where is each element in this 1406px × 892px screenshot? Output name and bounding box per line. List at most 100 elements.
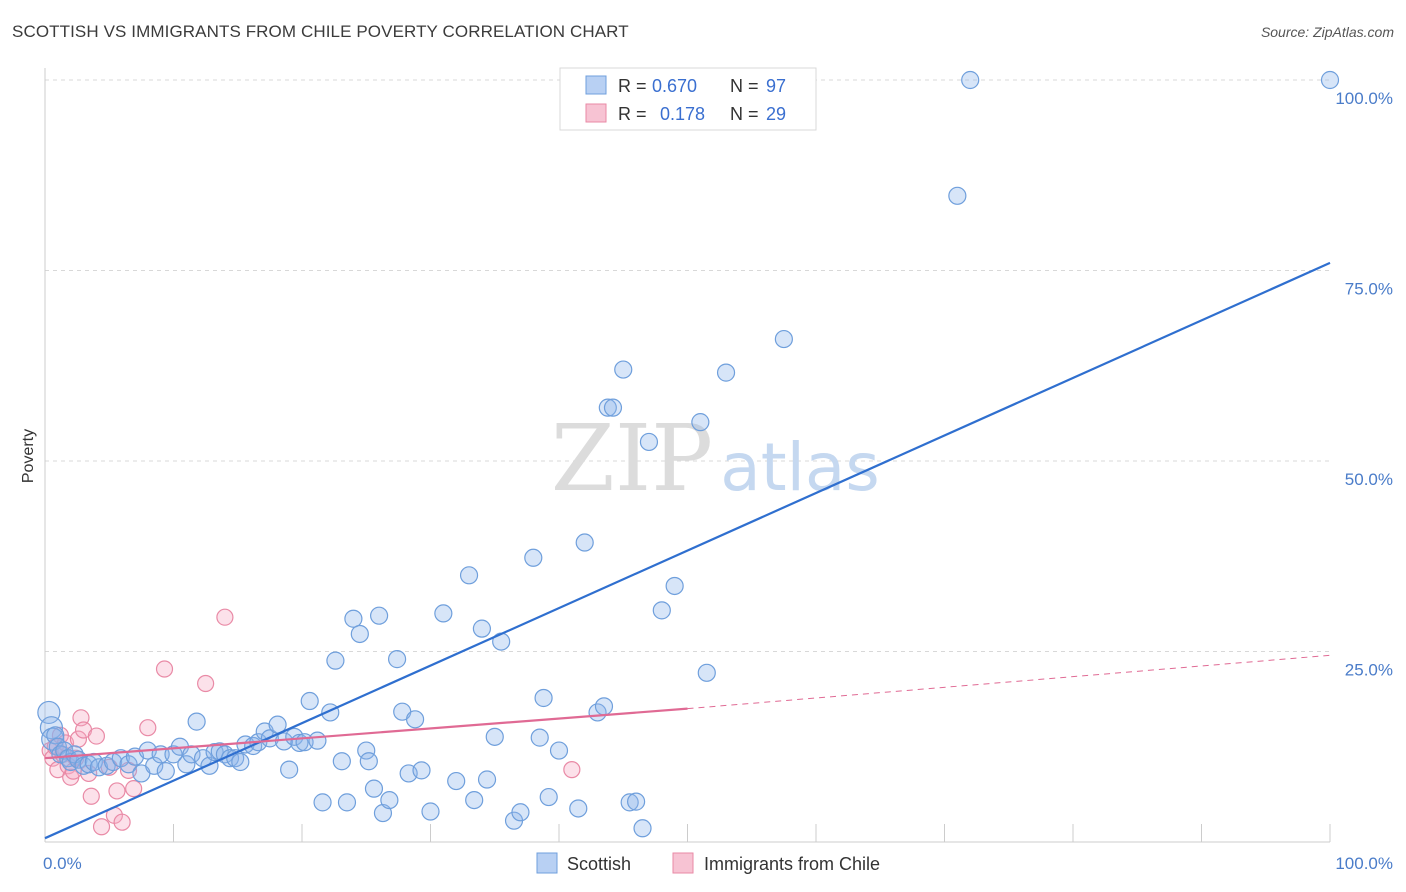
legend-r-label-scottish: R = xyxy=(618,76,647,96)
scottish-point-68 xyxy=(412,761,431,780)
scottish-point-102 xyxy=(614,360,633,379)
scottish-point-27 xyxy=(177,755,196,774)
scottish-point-29 xyxy=(187,712,206,731)
source-label: Source: ZipAtlas.com xyxy=(1260,24,1394,40)
scottish-point-24 xyxy=(156,762,175,781)
scottish-point-83 xyxy=(539,787,558,807)
legend-n-value-scottish: 97 xyxy=(766,76,786,96)
scottish-point-56 xyxy=(344,609,363,628)
legend-r-value-scottish: 0.670 xyxy=(652,76,697,96)
scottish-point-93 xyxy=(652,601,671,620)
scottish-point-54 xyxy=(332,752,351,771)
scottish-point-3 xyxy=(46,726,65,745)
scottish-point-89 xyxy=(620,793,639,812)
chile-point-16 xyxy=(87,727,106,745)
scottish-point-50 xyxy=(308,731,327,750)
tick-labels: 25.0% 50.0% 75.0% 100.0% 0.0% 100.0% xyxy=(43,89,1393,873)
scottish-point-0 xyxy=(37,700,61,725)
scottish-point-95 xyxy=(691,413,710,432)
scottish-point-74 xyxy=(472,619,491,638)
watermark-atlas: atlas xyxy=(720,429,880,506)
scottish-point-53 xyxy=(326,651,345,670)
y-tick-label-1: 50.0% xyxy=(1345,470,1393,489)
scottish-point-67 xyxy=(405,710,425,729)
scottish-point-103 xyxy=(598,398,617,417)
chile-point-23 xyxy=(125,780,143,798)
scottish-point-101 xyxy=(1320,70,1340,90)
chart-title: SCOTTISH VS IMMIGRANTS FROM CHILE POVERT… xyxy=(12,22,629,41)
scottish-point-81 xyxy=(530,728,549,747)
watermark-zip: ZIP xyxy=(551,405,713,512)
scottish-point-70 xyxy=(434,604,453,623)
scottish-point-14 xyxy=(89,758,109,777)
chile-point-25 xyxy=(155,660,174,678)
bottom-legend-label-scottish: Scottish xyxy=(567,854,631,874)
x-tick-label-1: 100.0% xyxy=(1335,854,1393,873)
scottish-point-45 xyxy=(280,760,299,779)
series-scottish-points xyxy=(37,70,1340,838)
legend-r-label-chile: R = xyxy=(618,104,647,124)
scottish-point-90 xyxy=(626,792,646,811)
scottish-point-84 xyxy=(549,741,569,760)
correlation-legend: R = 0.670 N = 97 R = 0.178 N = 29 xyxy=(559,67,817,131)
scottish-point-88 xyxy=(594,697,614,716)
scottish-point-80 xyxy=(524,548,543,567)
chile-point-27 xyxy=(216,608,234,626)
legend-swatch-scottish xyxy=(585,75,607,95)
scottish-point-69 xyxy=(421,802,440,821)
legend-n-value-chile: 29 xyxy=(766,104,786,124)
axes xyxy=(44,68,1331,843)
chile-point-26 xyxy=(197,674,215,693)
legend-n-label-scottish: N = xyxy=(730,76,759,96)
scottish-point-57 xyxy=(350,624,369,644)
scottish-point-86 xyxy=(575,533,594,552)
chile-point-21 xyxy=(113,813,131,831)
scottish-point-18 xyxy=(119,755,138,774)
x-tick-label-0: 0.0% xyxy=(43,854,82,873)
y-axis-label: Poverty xyxy=(20,429,37,483)
scottish-point-61 xyxy=(370,606,389,625)
scottish-point-25 xyxy=(164,745,183,764)
bottom-legend-swatch-scottish xyxy=(536,852,558,874)
chile-point-24 xyxy=(139,719,157,737)
y-tick-label-3: 100.0% xyxy=(1335,89,1393,108)
watermark: ZIP atlas xyxy=(551,405,880,512)
scottish-point-55 xyxy=(337,793,357,812)
chile-point-17 xyxy=(92,818,111,836)
scottish-point-96 xyxy=(697,663,716,682)
legend-n-label-chile: N = xyxy=(730,104,759,124)
chile-point-15 xyxy=(82,787,100,805)
trend-lines xyxy=(44,261,1331,840)
bottom-legend-label-chile: Immigrants from Chile xyxy=(704,854,880,874)
chile-point-20 xyxy=(108,782,126,800)
scottish-point-99 xyxy=(948,186,967,205)
chile-trend-line-extension xyxy=(687,654,1331,710)
scottish-point-64 xyxy=(387,650,407,669)
scottish-point-22 xyxy=(145,756,164,775)
scottish-point-60 xyxy=(364,779,384,798)
scottish-point-72 xyxy=(459,566,479,585)
scottish-point-104 xyxy=(603,398,623,417)
y-tick-label-0: 25.0% xyxy=(1345,661,1393,680)
y-tick-label-2: 75.0% xyxy=(1345,280,1393,299)
scottish-point-73 xyxy=(465,790,484,810)
chile-trend-line xyxy=(44,707,688,760)
scottish-point-58 xyxy=(357,741,376,760)
legend-r-value-chile: 0.178 xyxy=(660,104,705,124)
scottish-point-79 xyxy=(511,803,530,822)
scottish-point-94 xyxy=(665,576,684,596)
scottish-point-75 xyxy=(477,770,497,789)
scottish-point-49 xyxy=(300,691,319,711)
gridlines xyxy=(45,79,1330,652)
scottish-point-76 xyxy=(485,727,504,746)
scottish-point-98 xyxy=(774,329,793,349)
chile-point-28 xyxy=(563,761,581,779)
scottish-point-100 xyxy=(961,70,980,90)
scottish-point-59 xyxy=(359,752,378,771)
scottish-point-71 xyxy=(447,771,466,791)
scottish-point-97 xyxy=(716,363,736,382)
bottom-legend-swatch-chile xyxy=(672,852,694,874)
scottish-point-63 xyxy=(380,790,399,810)
scottish-point-37 xyxy=(231,752,250,772)
